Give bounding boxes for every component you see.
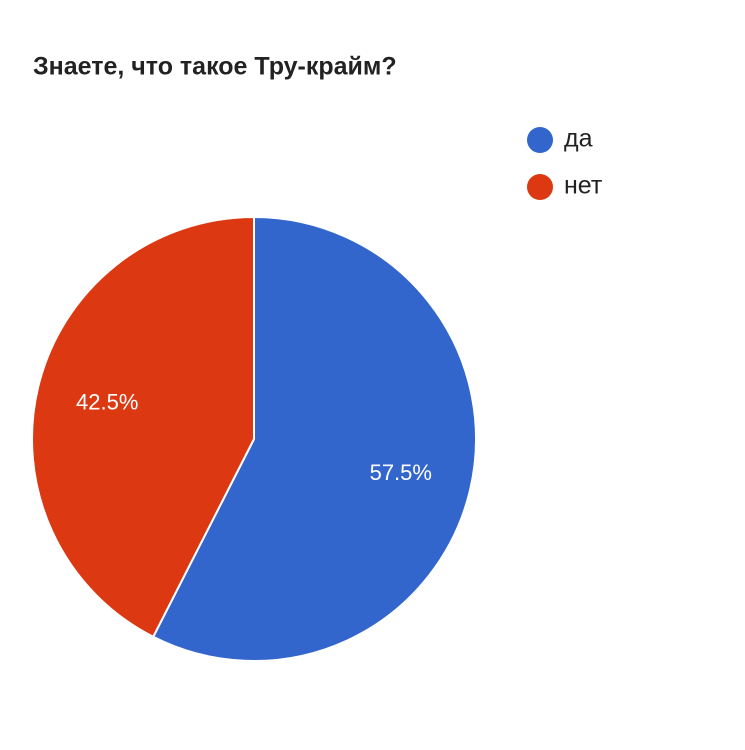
chart-title: Знаете, что такое Тру-крайм? bbox=[33, 53, 397, 81]
legend-marker bbox=[527, 174, 553, 200]
pie-slice bbox=[151, 215, 477, 662]
legend-label: да bbox=[564, 125, 593, 153]
value-label: 42.5% bbox=[76, 390, 138, 415]
legend-marker bbox=[527, 127, 553, 153]
value-label: 57.5% bbox=[370, 460, 432, 485]
pie-slice bbox=[31, 215, 255, 639]
legend-label: нет bbox=[564, 172, 603, 200]
